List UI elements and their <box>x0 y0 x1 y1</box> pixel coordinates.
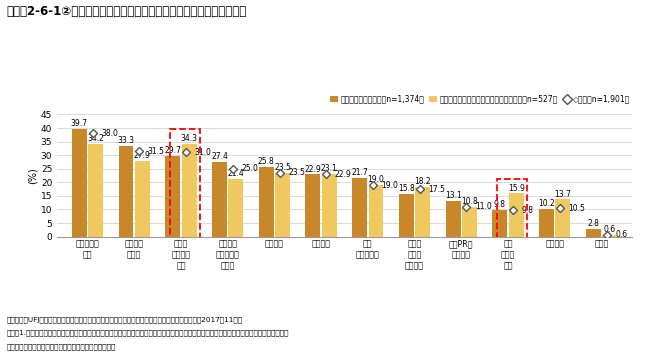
Bar <box>586 229 601 237</box>
Text: 9.8: 9.8 <box>522 206 533 215</box>
Text: 23.5: 23.5 <box>288 169 305 177</box>
Text: 34.3: 34.3 <box>181 134 198 143</box>
Text: 33.3: 33.3 <box>117 136 135 145</box>
Text: 25.0: 25.0 <box>241 164 258 173</box>
Text: （注）1.「実施したことがある」と回答した者は、取組内容について回答している。「実施したことはないが、今後予定がある」と回答した者: （注）1.「実施したことがある」と回答した者は、取組内容について回答している。「… <box>6 330 289 336</box>
Bar <box>119 146 133 237</box>
Text: 0.6: 0.6 <box>603 225 616 234</box>
Bar <box>369 185 384 237</box>
Text: 18.2: 18.2 <box>415 177 431 186</box>
Bar <box>415 187 430 237</box>
Text: 10.2: 10.2 <box>538 199 555 208</box>
Text: 21.4: 21.4 <box>227 169 244 178</box>
Text: 27.9: 27.9 <box>134 151 151 160</box>
Bar <box>305 175 320 237</box>
Text: 31.5: 31.5 <box>148 147 165 156</box>
Bar <box>509 193 524 237</box>
Text: 38.0: 38.0 <box>101 129 118 138</box>
Text: コラム2-6-1②図　企業間連携の取組内容と今後想定している取組内容: コラム2-6-1②図 企業間連携の取組内容と今後想定している取組内容 <box>6 5 247 18</box>
Text: 17.5: 17.5 <box>428 185 445 193</box>
Text: 15.9: 15.9 <box>508 183 525 193</box>
Text: 資料：三菱UFJリサーチ＆コンサルティング（株）「成長に向けた企業間連携等に関する調査」（2017年11月）: 資料：三菱UFJリサーチ＆コンサルティング（株）「成長に向けた企業間連携等に関す… <box>6 316 242 323</box>
Bar <box>181 144 196 237</box>
Bar <box>322 174 337 237</box>
Bar <box>72 129 87 237</box>
Bar <box>462 207 477 237</box>
Text: 27.4: 27.4 <box>211 152 228 161</box>
Bar <box>492 210 507 237</box>
Text: 23.1: 23.1 <box>321 164 338 173</box>
Text: 13.7: 13.7 <box>555 190 572 198</box>
Text: 29.7: 29.7 <box>165 146 181 155</box>
Bar <box>165 156 180 237</box>
Text: 15.8: 15.8 <box>398 184 415 193</box>
Text: 34.2: 34.2 <box>87 134 104 143</box>
Text: 13.1: 13.1 <box>445 191 461 200</box>
Bar <box>446 201 461 237</box>
Text: 10.8: 10.8 <box>461 197 478 206</box>
Text: 9.8: 9.8 <box>494 200 506 209</box>
Text: 22.9: 22.9 <box>335 170 351 179</box>
Text: は、想定している取組内容について回答している。: は、想定している取組内容について回答している。 <box>6 343 116 350</box>
Text: 23.5: 23.5 <box>274 163 291 172</box>
Text: 21.7: 21.7 <box>351 168 368 177</box>
Bar <box>539 209 554 237</box>
Text: 11.0: 11.0 <box>475 202 492 211</box>
Bar <box>399 194 414 237</box>
Text: 19.0: 19.0 <box>367 175 384 184</box>
Text: 0.6: 0.6 <box>615 231 627 240</box>
Text: 10.5: 10.5 <box>568 203 585 213</box>
Bar <box>135 161 150 237</box>
Text: 25.8: 25.8 <box>258 157 275 166</box>
Text: 22.9: 22.9 <box>305 165 321 174</box>
Bar <box>602 235 617 237</box>
Bar <box>555 200 570 237</box>
Legend: 実施したことがある（n=1,374）, 実施したことはないが、今後予定がある（n=527）, ◇全体（n=1,901）: 実施したことがある（n=1,374）, 実施したことはないが、今後予定がある（n… <box>327 91 634 106</box>
Text: 31.0: 31.0 <box>194 148 211 157</box>
Text: 2.8: 2.8 <box>587 219 599 228</box>
Bar <box>88 144 103 237</box>
Bar <box>212 162 227 237</box>
Bar <box>259 167 273 237</box>
Text: 19.0: 19.0 <box>382 181 399 190</box>
Text: 39.7: 39.7 <box>71 119 87 128</box>
Bar <box>228 178 243 237</box>
Bar <box>352 178 367 237</box>
Bar <box>275 173 290 237</box>
Y-axis label: (%): (%) <box>28 167 38 184</box>
